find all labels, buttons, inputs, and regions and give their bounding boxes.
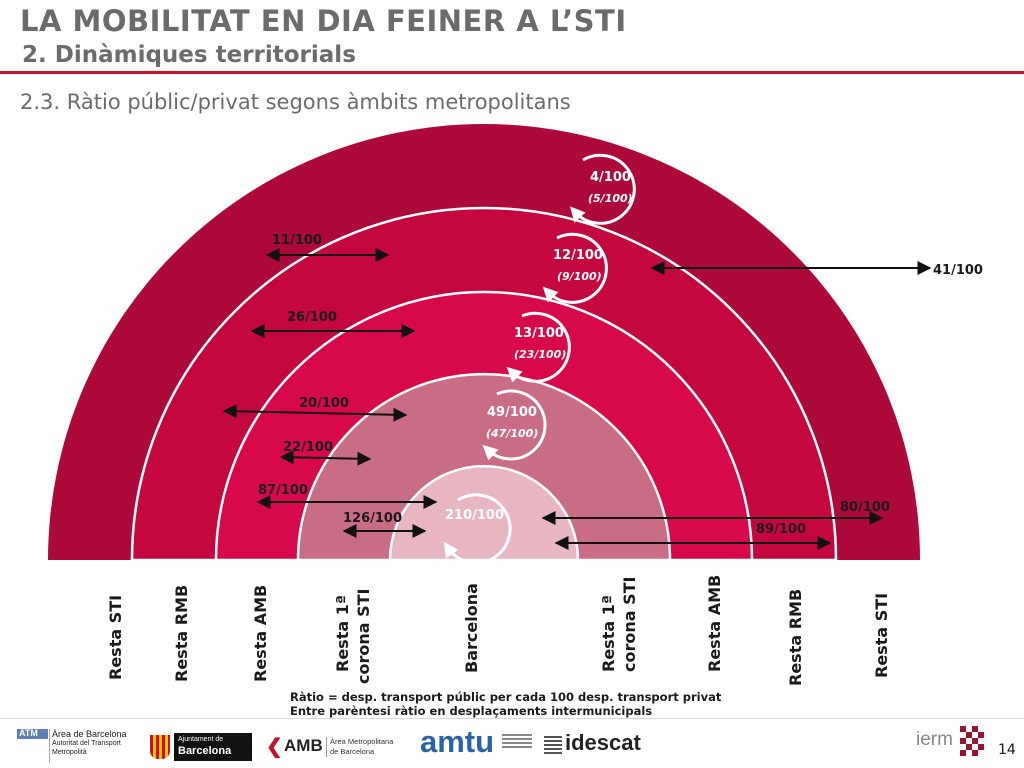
amtu-mark: amtu	[420, 724, 495, 759]
ratio-corona: 49/100	[487, 405, 537, 420]
page-subtitle: 2. Dinàmiques territorials	[22, 42, 356, 68]
page-title: LA MOBILITAT EN DIA FEINER A L’STI	[20, 4, 627, 38]
zone-barcelona: Barcelona	[462, 583, 481, 673]
atm-line1: Àrea de Barcelona	[52, 729, 127, 739]
cycle-arrow-barcelona	[443, 493, 512, 565]
flow-arrow-3	[222, 404, 408, 422]
idescat-mark: idescat	[565, 730, 641, 755]
zone-corona-left-line1: Resta 1ª	[333, 595, 352, 672]
flow-label-5: 87/100	[258, 483, 308, 498]
flow-label-7: 41/100	[933, 263, 983, 278]
ratio-barcelona: 210/100	[445, 508, 504, 523]
atm-line2: Autoritat del Transport	[52, 740, 121, 747]
ajuntament-logo: Ajuntament de Barcelona	[150, 733, 252, 761]
amb-mark: AMB	[284, 736, 323, 755]
section-title: 2.3. Ràtio públic/privat segons àmbits m…	[20, 90, 571, 114]
amtu-logo: amtu	[420, 724, 532, 764]
cycle-arrow-amb	[506, 311, 571, 383]
ratio-rmb: 12/100	[553, 248, 603, 263]
cycle-arrow-corona	[482, 389, 547, 461]
footer-rule	[0, 718, 1024, 719]
flow-label-2: 26/100	[287, 310, 337, 325]
zone-resta-sti-right: Resta STI	[872, 593, 891, 678]
amb-chevron-icon: ❮	[266, 736, 283, 758]
zone-resta-rmb-left: Resta RMB	[172, 585, 191, 682]
flow-label-3: 20/100	[299, 396, 349, 411]
page-number: 14	[998, 742, 1016, 758]
zone-resta-sti-left: Resta STI	[106, 595, 125, 680]
ratio-rmb-inter: (9/100)	[557, 270, 602, 283]
amb-line2: de Barcelona	[330, 747, 375, 756]
zone-corona-left-line2: corona STI	[354, 588, 373, 684]
ratio-amb-inter: (23/100)	[514, 348, 566, 361]
flow-label-6: 126/100	[343, 511, 402, 526]
ratio-sti: 4/100	[590, 170, 631, 185]
cycle-arrow-rmb	[542, 232, 608, 304]
flow-label-9: 89/100	[756, 522, 806, 537]
zone-corona-right-line2: corona STI	[620, 576, 639, 672]
note-ratio-definition: Ràtio = desp. transport públic per cada …	[290, 690, 722, 704]
ratio-sti-inter: (5/100)	[588, 192, 633, 205]
flow-arrow-4	[279, 450, 372, 466]
amb-logo: ❮ AMB Àrea Metropolitana de Barcelona	[266, 734, 408, 760]
ajuntament-line1: Ajuntament de	[178, 736, 224, 743]
idescat-grid-icon	[544, 734, 562, 754]
amtu-tagline	[502, 734, 532, 736]
zone-resta-amb-left: Resta AMB	[251, 585, 270, 682]
ratio-amb: 13/100	[514, 326, 564, 341]
ajuntament-line2: Barcelona	[178, 745, 232, 757]
flow-label-1: 11/100	[272, 233, 322, 248]
ierm-pixel-icon	[960, 726, 984, 756]
flow-label-4: 22/100	[283, 440, 333, 455]
idescat-logo: idescat	[544, 730, 648, 758]
ratio-corona-inter: (47/100)	[486, 427, 538, 440]
ajuntament-shield-icon	[150, 735, 170, 759]
atm-logo: ATM Àrea de Barcelona Autoritat del Tran…	[17, 728, 129, 763]
header-rule	[0, 71, 1024, 74]
zone-resta-amb-right: Resta AMB	[705, 575, 724, 672]
zone-corona-right-line1: Resta 1ª	[599, 595, 618, 672]
atm-line3: Metropolità	[52, 749, 87, 756]
cycle-arrow-sti	[569, 153, 636, 225]
zone-resta-rmb-right: Resta RMB	[786, 589, 805, 686]
ierm-logo: ierm	[916, 726, 986, 758]
amb-line1: Àrea Metropolitana	[330, 737, 394, 746]
flow-label-8: 80/100	[840, 500, 890, 515]
note-intermunicipal: Entre parèntesi ràtio en desplaçaments i…	[290, 704, 653, 718]
atm-logo-mark: ATM	[19, 728, 38, 738]
ierm-mark: ierm	[916, 729, 953, 750]
